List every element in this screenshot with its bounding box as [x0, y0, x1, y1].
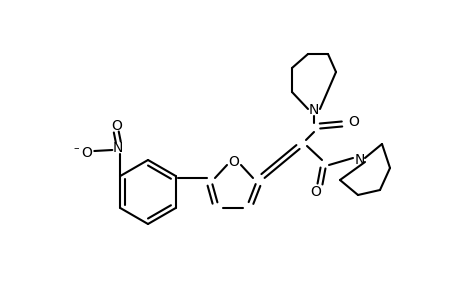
Text: N: N — [354, 153, 364, 167]
Text: –: – — [73, 143, 79, 153]
Text: O: O — [348, 115, 358, 129]
Text: N: N — [113, 141, 123, 155]
Text: N: N — [308, 103, 319, 117]
Text: O: O — [310, 185, 321, 199]
Text: O: O — [81, 146, 91, 160]
Text: O: O — [111, 119, 122, 133]
Text: O: O — [228, 155, 239, 169]
